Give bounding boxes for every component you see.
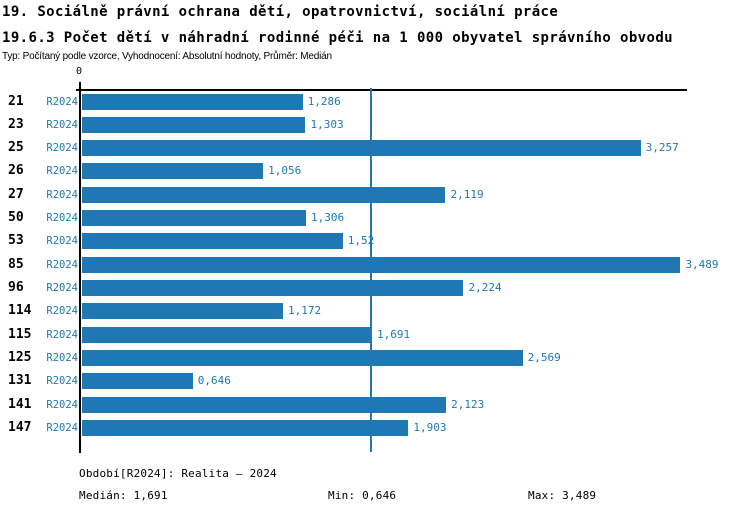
bar — [82, 93, 303, 110]
series-period-label: R2024 — [46, 305, 78, 318]
bar — [82, 140, 641, 157]
category-label: 26 — [8, 163, 24, 179]
category-label: 85 — [8, 256, 24, 272]
bar — [82, 420, 409, 437]
category-label: 115 — [8, 326, 32, 342]
bar-value-label: 1,306 — [311, 211, 345, 225]
bar — [82, 326, 373, 343]
bar-value-label: 2,123 — [451, 397, 485, 411]
bar — [82, 210, 306, 227]
bar — [82, 373, 193, 390]
y-axis-line — [79, 82, 81, 453]
category-label: 125 — [8, 350, 32, 366]
category-label: 27 — [8, 186, 24, 202]
series-period-label: R2024 — [46, 422, 78, 435]
x-axis-zero-tick-label: 0 — [75, 66, 83, 77]
bar-value-label: 1,303 — [310, 117, 344, 131]
bar-value-label: 1,691 — [377, 327, 411, 341]
bar — [82, 233, 343, 250]
chart-title-line2: 19.6.3 Počet dětí v náhradní rodinné péč… — [2, 30, 673, 46]
series-period-label: R2024 — [46, 375, 78, 388]
bar-value-label: 2,569 — [527, 351, 561, 365]
bar — [82, 116, 306, 133]
bar-value-label: 1,056 — [268, 164, 302, 178]
bar-value-label: 3,257 — [645, 141, 679, 155]
bar — [82, 350, 523, 367]
bar — [82, 303, 284, 320]
category-label: 23 — [8, 116, 24, 132]
series-period-label: R2024 — [46, 258, 78, 271]
category-label: 53 — [8, 233, 24, 249]
bar-value-label: 1,172 — [288, 304, 322, 318]
bar — [82, 280, 464, 297]
series-period-label: R2024 — [46, 118, 78, 131]
x-axis-line — [76, 89, 687, 91]
chart-subtitle: Typ: Počítaný podle vzorce, Vyhodnocení:… — [2, 51, 332, 62]
bar-value-label: 0,646 — [197, 374, 231, 388]
series-period-label: R2024 — [46, 328, 78, 341]
bar-value-label: 1,286 — [307, 94, 341, 108]
bar — [82, 256, 681, 273]
bar — [82, 186, 446, 203]
category-label: 141 — [8, 396, 32, 412]
category-label: 147 — [8, 420, 32, 436]
series-period-label: R2024 — [46, 165, 78, 178]
series-period-label: R2024 — [46, 95, 78, 108]
series-period-label: R2024 — [46, 142, 78, 155]
category-label: 114 — [8, 303, 32, 319]
series-period-label: R2024 — [46, 212, 78, 225]
footer-period-label: Období[R2024]: Realita – 2024 — [79, 467, 277, 480]
category-label: 21 — [8, 93, 24, 109]
bar-value-label: 1,903 — [413, 421, 447, 435]
bar — [82, 163, 264, 180]
footer-max-label: Max: 3,489 — [528, 489, 597, 502]
series-period-label: R2024 — [46, 398, 78, 411]
bar — [82, 396, 447, 413]
category-label: 50 — [8, 210, 24, 226]
category-label: 131 — [8, 373, 32, 389]
series-period-label: R2024 — [46, 352, 78, 365]
bar-value-label: 1,52 — [347, 234, 375, 248]
series-period-label: R2024 — [46, 188, 78, 201]
footer-min-label: Min: 0,646 — [328, 489, 397, 502]
series-period-label: R2024 — [46, 282, 78, 295]
category-label: 25 — [8, 140, 24, 156]
series-period-label: R2024 — [46, 235, 78, 248]
chart-title-line1: 19. Sociálně právní ochrana dětí, opatro… — [2, 4, 559, 20]
footer-median-label: Medián: 1,691 — [79, 489, 168, 502]
bar-value-label: 2,224 — [468, 281, 502, 295]
bar-value-label: 3,489 — [685, 257, 719, 271]
category-label: 96 — [8, 280, 24, 296]
bar-value-label: 2,119 — [450, 187, 484, 201]
